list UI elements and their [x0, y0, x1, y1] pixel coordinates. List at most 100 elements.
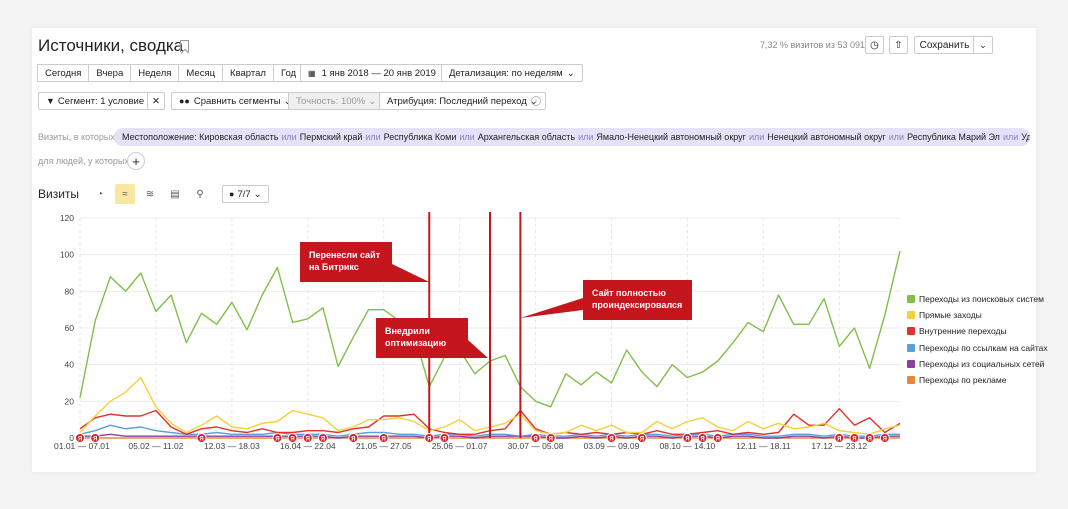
- event-marker[interactable]: Я: [287, 433, 298, 443]
- bar-chart-icon[interactable]: ▤: [170, 188, 180, 200]
- legend-item[interactable]: Переходы по рекламе: [907, 372, 1048, 388]
- checkbox-icon[interactable]: [907, 295, 915, 304]
- legend-label: Переходы по ссылкам на сайтах: [919, 342, 1048, 353]
- accuracy-select[interactable]: Точность: 100% ⌄: [288, 92, 385, 110]
- period-quarter[interactable]: Квартал: [222, 64, 274, 82]
- bookmark-icon[interactable]: [180, 40, 189, 52]
- svg-text:на Битрикс: на Битрикс: [309, 262, 359, 272]
- legend-item[interactable]: Переходы из социальных сетей: [907, 356, 1048, 372]
- event-marker[interactable]: Я: [90, 433, 101, 443]
- or-word: или: [365, 132, 381, 142]
- area-chart-icon[interactable]: ≋: [145, 188, 155, 200]
- legend-item[interactable]: Внутренние переходы: [907, 323, 1048, 339]
- add-condition-button[interactable]: +: [127, 152, 145, 170]
- chevron-down-icon: ⌄: [253, 188, 262, 200]
- detail-select[interactable]: Детализация: по неделям ⌄: [441, 64, 583, 82]
- checkbox-icon[interactable]: [907, 311, 915, 320]
- event-marker[interactable]: Я: [317, 433, 328, 443]
- svg-text:Я: Я: [883, 437, 887, 443]
- save-dropdown-button[interactable]: ⌄: [973, 36, 993, 54]
- x-tick-label: 17.12 — 23.12: [811, 441, 867, 451]
- series-select-button[interactable]: ● 7/7 ⌄: [222, 185, 269, 203]
- event-marker[interactable]: Я: [879, 433, 890, 443]
- svg-text:Я: Я: [716, 437, 720, 443]
- event-marker[interactable]: Я: [545, 433, 556, 443]
- svg-text:Я: Я: [852, 437, 856, 443]
- segment-part: Ямало-Ненецкий автономный округ: [596, 132, 746, 142]
- svg-text:Я: Я: [93, 437, 97, 443]
- export-icon[interactable]: ⇧: [889, 36, 908, 54]
- map-pin-icon[interactable]: ⚲: [196, 188, 204, 200]
- pie-chart-icon[interactable]: ◔: [96, 188, 104, 200]
- attribution-select[interactable]: Атрибуция: Последний переход ⌄: [379, 92, 546, 110]
- period-week[interactable]: Неделя: [130, 64, 180, 82]
- or-word: или: [459, 132, 475, 142]
- x-tick-label: 12.03 — 18.03: [204, 441, 260, 451]
- segment-part: Республика Марий Эл: [907, 132, 1000, 142]
- event-marker[interactable]: Я: [849, 433, 860, 443]
- chart-title: Визиты: [38, 187, 80, 201]
- period-month[interactable]: Месяц: [178, 64, 224, 82]
- filter-icon: ▼: [46, 96, 55, 106]
- event-marker[interactable]: Я: [302, 433, 313, 443]
- event-marker[interactable]: Я: [864, 433, 875, 443]
- event-marker[interactable]: Я: [697, 433, 708, 443]
- line-chart-icon[interactable]: ≈: [115, 184, 135, 204]
- or-word: или: [578, 132, 594, 142]
- svg-text:проиндексировался: проиндексировался: [592, 300, 682, 310]
- checkbox-icon[interactable]: [907, 359, 915, 368]
- svg-text:Я: Я: [78, 437, 82, 443]
- event-marker[interactable]: Я: [439, 433, 450, 443]
- people-label: для людей, у которых: [38, 156, 129, 166]
- event-marker[interactable]: Я: [75, 433, 85, 443]
- series-line: [80, 433, 900, 439]
- x-tick-label: 05.02 — 11.02: [128, 441, 183, 451]
- segment-part: Республика Коми: [383, 132, 457, 142]
- period-today[interactable]: Сегодня: [37, 64, 90, 82]
- y-tick-label: 120: [60, 213, 74, 223]
- event-marker[interactable]: Я: [712, 433, 723, 443]
- event-marker[interactable]: Я: [606, 433, 617, 443]
- period-yesterday[interactable]: Вчера: [88, 64, 132, 82]
- series-line: [79, 376, 901, 435]
- event-marker[interactable]: Я: [196, 433, 207, 443]
- checkbox-icon[interactable]: [907, 327, 915, 336]
- event-marker[interactable]: Я: [424, 433, 435, 443]
- clock-icon[interactable]: ◷: [865, 36, 884, 54]
- y-tick-label: 40: [65, 360, 75, 370]
- date-range-button[interactable]: ▦ 1 янв 2018 — 20 янв 2019: [300, 64, 444, 82]
- svg-text:Я: Я: [199, 437, 203, 443]
- legend-item[interactable]: Переходы из поисковых систем: [907, 291, 1048, 307]
- x-tick-label: 16.04 — 22.04: [280, 441, 336, 451]
- svg-text:Я: Я: [549, 437, 553, 443]
- event-marker[interactable]: Я: [530, 433, 541, 443]
- event-marker[interactable]: Я: [272, 433, 283, 443]
- segment-filter-chip[interactable]: Местоположение: Кировская область или Пе…: [114, 128, 1030, 146]
- svg-text:Перенесли сайт: Перенесли сайт: [309, 250, 381, 260]
- segment-button[interactable]: ▼ Сегмент: 1 условие ⌄: [38, 92, 164, 110]
- close-icon: ✕: [152, 95, 160, 107]
- segment-clear-button[interactable]: ✕: [147, 92, 165, 110]
- svg-text:Я: Я: [640, 437, 644, 443]
- visits-summary: 7,32 % визитов из 53 091: [760, 40, 865, 50]
- y-tick-label: 100: [60, 250, 74, 260]
- legend-label: Прямые заходы: [919, 310, 982, 321]
- legend-item[interactable]: Переходы по ссылкам на сайтах: [907, 340, 1048, 356]
- svg-text:Я: Я: [275, 437, 279, 443]
- compare-segments-button[interactable]: ●● Сравнить сегменты ⌄: [171, 92, 300, 110]
- chart-legend: Переходы из поисковых систем Прямые заход…: [907, 291, 1048, 388]
- x-tick-label: 21.05 — 27.05: [356, 441, 412, 451]
- event-marker[interactable]: Я: [682, 433, 693, 443]
- event-marker[interactable]: Я: [348, 433, 359, 443]
- accuracy-label: Точность: 100%: [296, 95, 366, 107]
- attribution-label: Атрибуция: Последний переход: [387, 95, 527, 107]
- event-marker[interactable]: Я: [378, 433, 389, 443]
- legend-label: Переходы из поисковых систем: [919, 294, 1044, 305]
- legend-item[interactable]: Прямые заходы: [907, 307, 1048, 323]
- event-marker[interactable]: Я: [834, 433, 845, 443]
- series-line: [79, 424, 900, 437]
- event-marker[interactable]: Я: [636, 433, 647, 443]
- checkbox-icon[interactable]: [907, 376, 915, 385]
- info-icon[interactable]: i: [531, 96, 541, 106]
- checkbox-icon[interactable]: [907, 343, 915, 352]
